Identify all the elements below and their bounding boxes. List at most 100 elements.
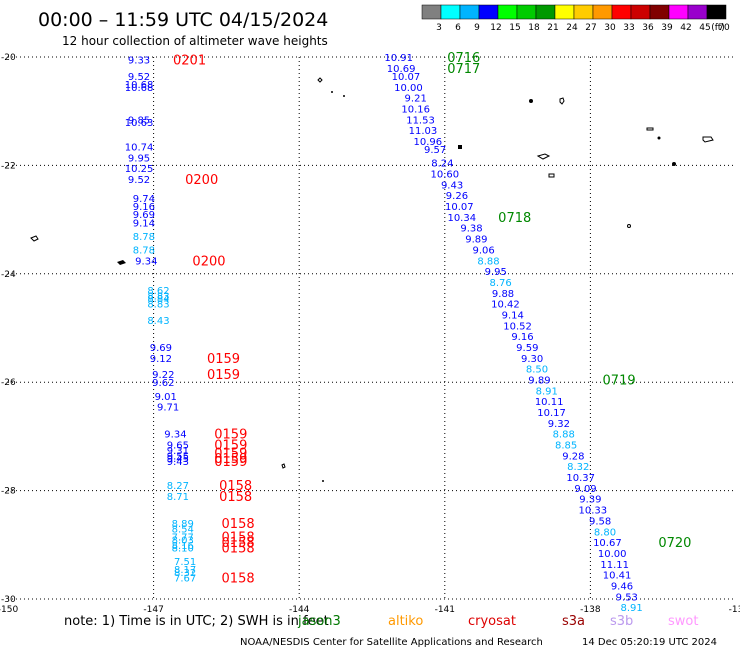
footer-credit: NOAA/NESDIS Center for Satellite Applica… [240,637,543,648]
wave-height-value: 10.67 [593,538,622,549]
wave-height-value: 9.30 [521,354,543,365]
y-tick-label: -26 [1,378,16,388]
wave-height-value: 8.91 [621,603,643,614]
wave-height-value: 8.27 [167,481,189,492]
time-tag: 0159 [214,455,247,470]
wave-height-value: 9.14 [502,310,524,321]
scale-label: 27 [585,23,596,33]
time-tag: 0159 [214,439,247,454]
wave-height-value: 8.32 [174,568,196,579]
footer-note: note: 1) Time is in UTC; 2) SWH is in fe… [64,614,329,629]
wave-height-value: 10.68 [125,80,154,91]
scale-swatch [630,4,651,20]
wave-height-value: 9.57 [424,145,446,156]
wave-height-value: 11.53 [406,115,435,126]
plot-area: 9.339.5210.6810.689.8510.6310.749.9510.2… [0,51,740,615]
time-tag: 0158 [219,479,252,494]
wave-height-value: 8.88 [553,430,575,441]
scale-swatch [554,4,575,20]
scale-swatch [706,4,727,20]
time-tag: 0717 [447,62,480,77]
wave-height-value: 9.65 [167,441,189,452]
scale-label: 12 [490,23,501,33]
wave-height-value: 10.07 [445,202,474,213]
grid-lines [8,56,736,600]
time-tag: 0720 [658,536,691,551]
x-tick-label: -13 [729,605,740,615]
scale-swatch [440,4,461,20]
x-tick-label: -150 [0,605,18,615]
time-tag: 0201 [173,54,206,69]
island-outline [30,77,714,482]
wave-height-value: 8.16 [172,541,194,552]
wave-height-value: 8.62 [147,286,169,297]
scale-swatch [478,4,499,20]
wave-height-value: 9.26 [446,191,468,202]
wave-height-value: 10.34 [447,213,476,224]
wave-height-value: 9.52 [128,72,150,83]
wave-height-value: 11.03 [409,126,438,137]
wave-height-value: 8.03 [172,535,194,546]
wave-height-value: 9.74 [133,194,155,205]
wave-height-value: 9.16 [133,202,155,213]
wave-height-value: 9.95 [128,153,150,164]
wave-height-value: 9.01 [155,392,177,403]
wave-height-value: 10.37 [566,473,595,484]
wave-height-value: 9.31 [167,446,189,457]
time-tag: 0158 [222,536,255,551]
scale-label: 9 [474,23,480,33]
scale-swatch [516,4,537,20]
time-tag: 0158 [222,542,255,557]
scale-swatch [573,4,594,20]
wave-height-value: 8.83 [147,300,169,311]
wave-height-value: 9.43 [441,180,463,191]
wave-height-value: 7.77 [172,533,194,544]
wave-height-value: 9.95 [485,267,507,278]
time-tag: 0158 [222,571,255,586]
wave-height-value: 7.51 [174,557,196,568]
y-tick-label: -22 [1,161,16,171]
wave-height-value: 7.67 [174,573,196,584]
scale-label: 39 [661,23,673,33]
wave-height-value: 9.32 [548,419,570,430]
time-tag: 0159 [214,428,247,443]
wave-height-value: 10.63 [125,118,154,129]
time-tag: 0200 [192,254,225,269]
wave-height-value: 10.91 [384,53,413,64]
wave-height-value: 9.14 [133,218,155,229]
wave-height-value: 10.42 [491,300,520,311]
wave-height-value: 9.16 [511,332,533,343]
wave-height-value: 8.84 [147,294,169,305]
wave-height-value: 8.89 [172,519,194,530]
wave-height-value: 10.60 [430,170,459,181]
mission-legend: jason3 altiko cryosat s3a s3b swot [297,614,698,629]
wave-height-value: 9.89 [528,375,550,386]
scale-label: 21 [547,23,558,33]
x-tick-label: -144 [289,605,310,615]
wave-height-value: 9.55 [167,451,189,462]
data-marks: 9.339.5210.6810.689.8510.6310.749.9510.2… [125,51,692,614]
wave-height-value: 9.38 [460,224,482,235]
wave-height-value: 9.22 [152,370,174,381]
mission-label: s3b [610,614,633,629]
mission-label: s3a [562,614,585,629]
scale-swatch [535,4,556,20]
time-tag: 0158 [222,517,255,532]
wave-height-value: 10.07 [392,72,421,83]
scale-swatch [668,4,689,20]
wave-height-value: 8.32 [567,462,589,473]
wave-height-value: 8.71 [167,492,189,503]
scale-swatch [611,4,632,20]
wave-height-value: 9.85 [128,115,150,126]
wave-height-value: 9.39 [579,495,601,506]
wave-height-value: 8.88 [477,256,499,267]
wave-height-value: 9.71 [157,403,179,414]
time-tag: 0159 [214,452,247,467]
wave-height-value: 10.69 [387,64,416,75]
scale-label: 36 [642,23,654,33]
axes: -150 -147 -144 -141 -138 -13 -20 -22 -24 -26 -28 -3… [0,53,740,615]
wave-height-value: 9.88 [492,289,514,300]
scale-label: 30 [604,23,616,33]
mission-label: jason3 [297,614,341,629]
